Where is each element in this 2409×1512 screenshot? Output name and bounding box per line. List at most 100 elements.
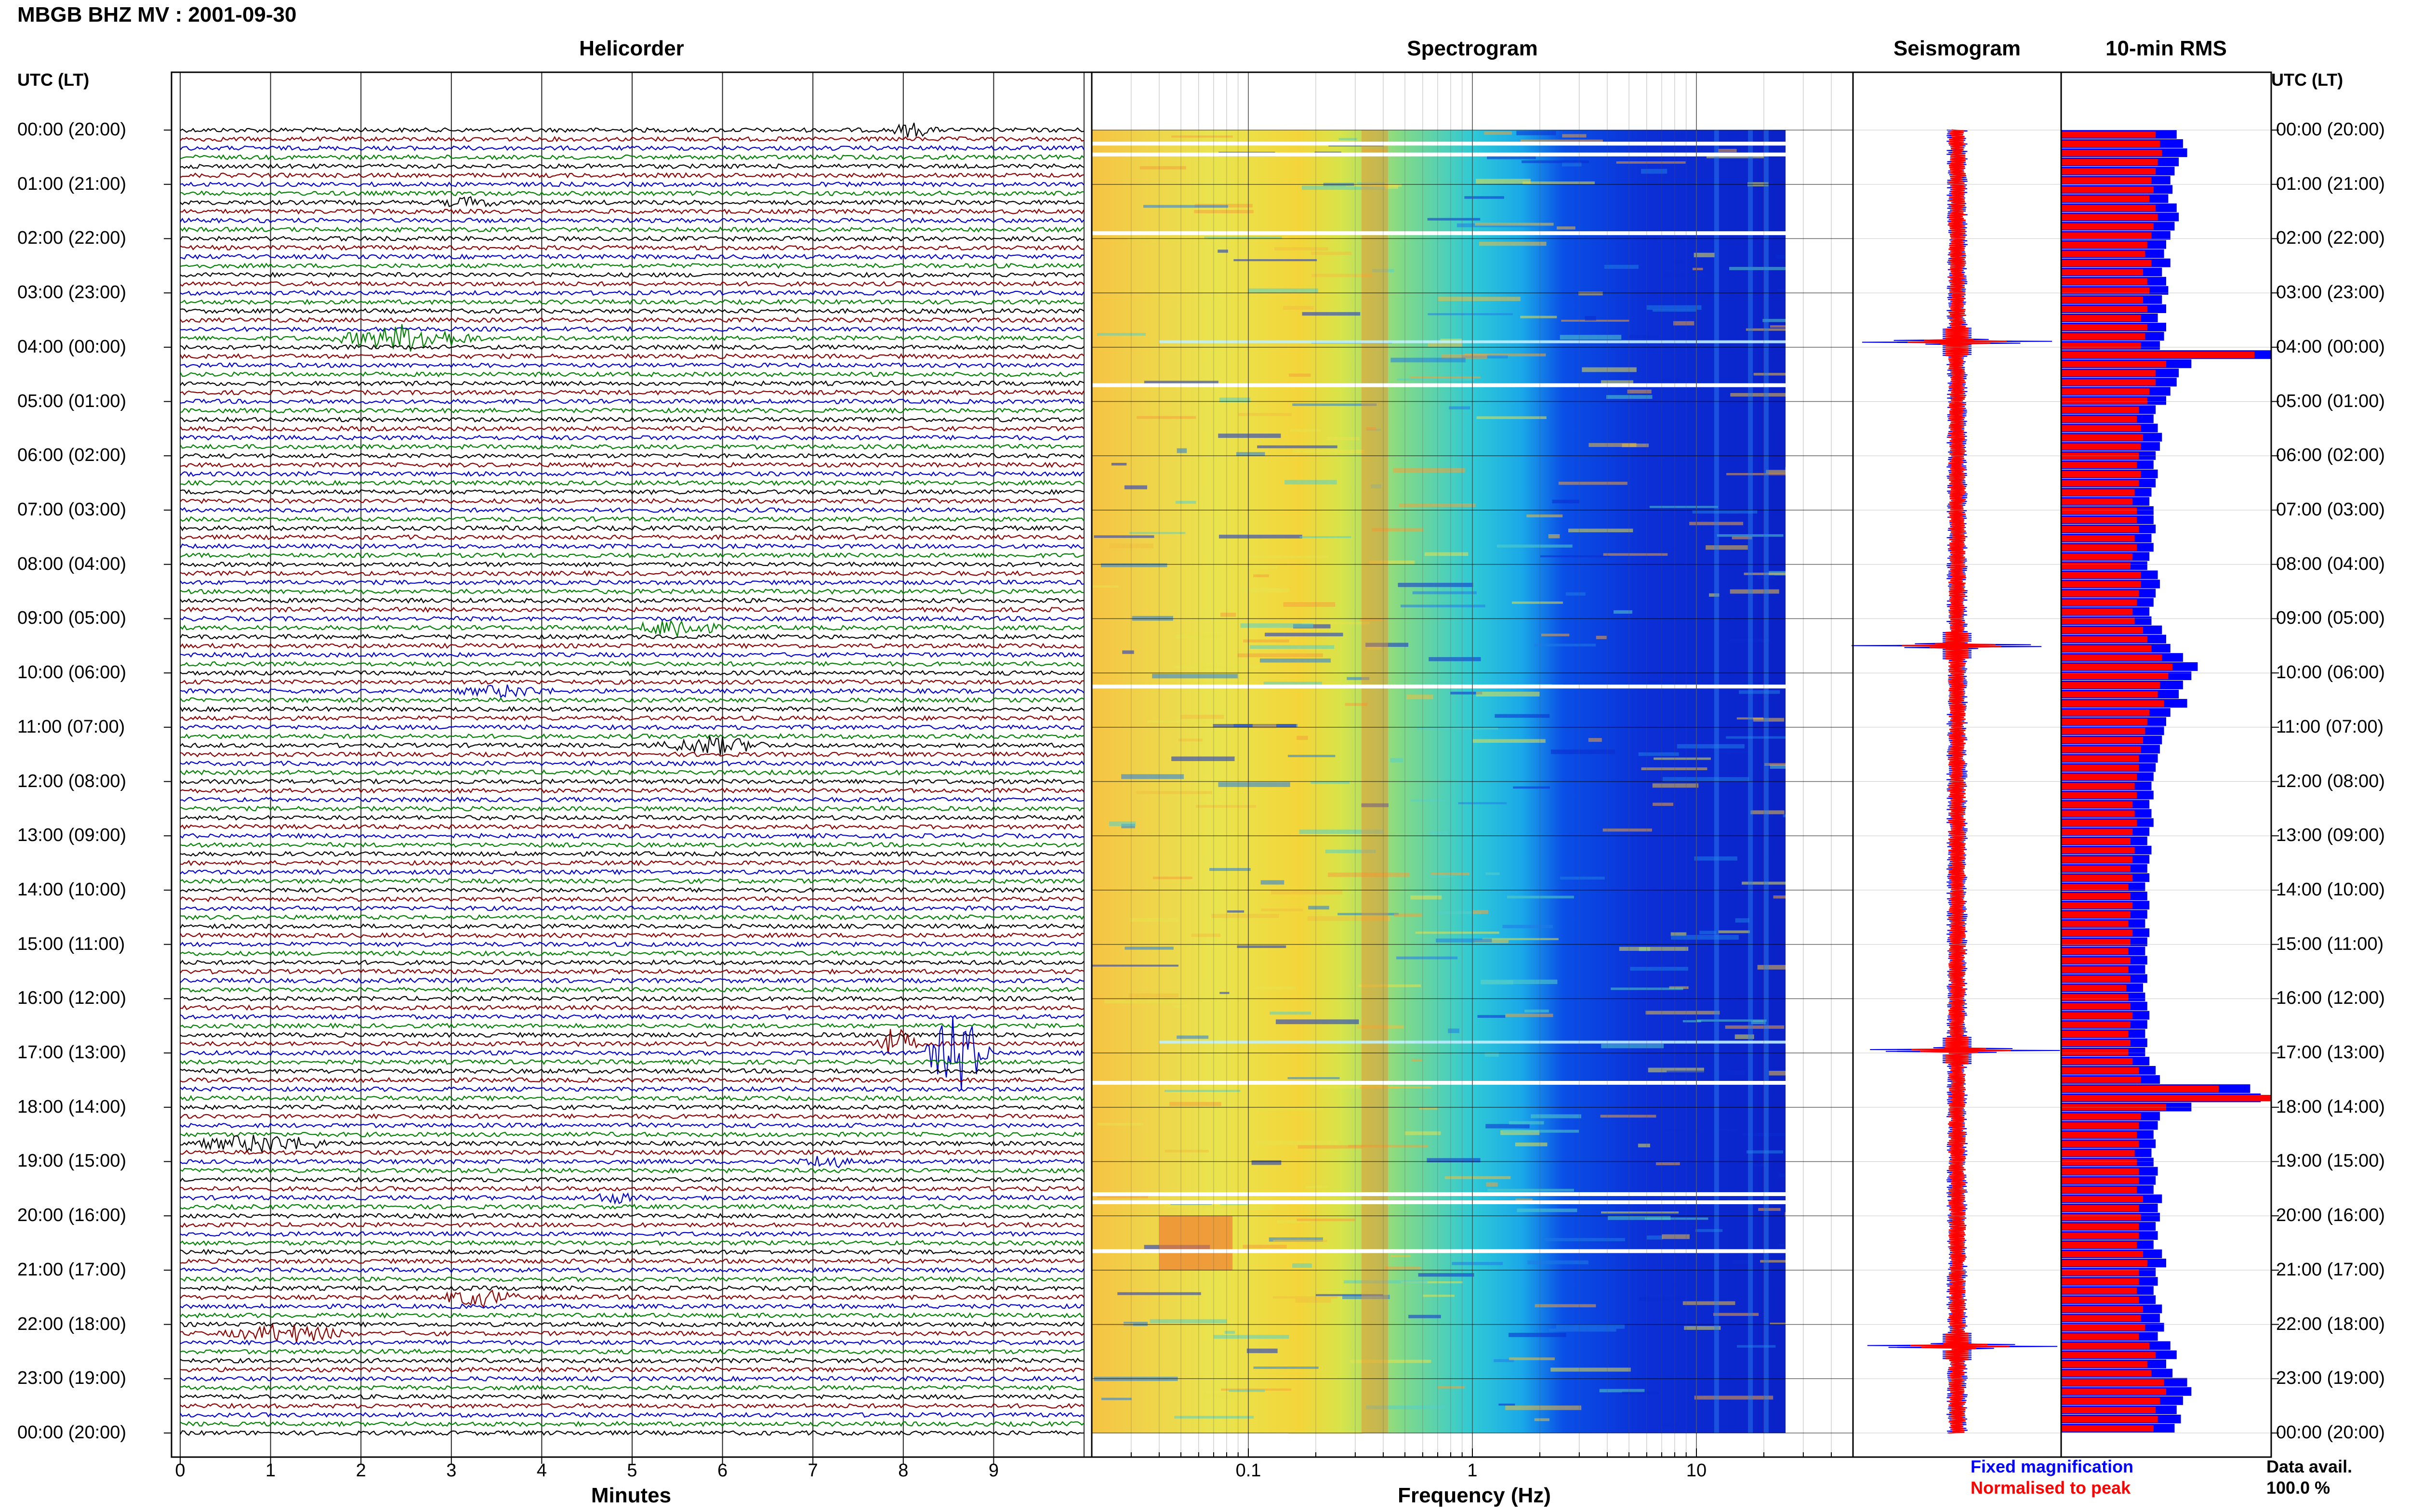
- rms-normalised-bar: [2061, 333, 2145, 340]
- spectrogram-streak: [1240, 588, 1290, 593]
- spectrogram-streak: [1565, 592, 1586, 596]
- spectrogram-streak: [1104, 999, 1183, 1004]
- spectrogram-streak: [1224, 1330, 1235, 1334]
- time-label-left: 09:00 (05:00): [17, 608, 127, 629]
- spectrogram-streak: [1653, 802, 1674, 806]
- rms-normalised-bar: [2061, 1370, 2152, 1377]
- rms-normalised-bar: [2061, 315, 2141, 322]
- spectrogram-streak: [1496, 544, 1573, 548]
- rms-normalised-bar: [2061, 1297, 2139, 1303]
- spectrogram-streak: [1735, 918, 1749, 923]
- spectrogram-streak: [1428, 343, 1463, 347]
- spectrogram-streak: [1297, 736, 1308, 740]
- rms-normalised-bar: [2061, 691, 2158, 698]
- rms-normalised-bar: [2061, 140, 2160, 147]
- spectrogram-streak: [1758, 1208, 1781, 1211]
- rms-normalised-bar: [2061, 957, 2131, 964]
- spectrogram-streak: [1275, 1019, 1359, 1025]
- rms-normalised-bar: [2061, 1012, 2133, 1019]
- rms-normalised-bar: [2061, 196, 2150, 202]
- spectrogram-streak: [1302, 622, 1370, 625]
- spectrogram-streak: [1401, 1281, 1463, 1284]
- rms-normalised-bar: [2061, 1232, 2139, 1239]
- spectrogram-streak: [1773, 895, 1786, 899]
- helicorder-trace: [180, 380, 1085, 387]
- helicorder-trace: [180, 516, 1085, 523]
- rms-normalised-bar: [2061, 516, 2137, 524]
- spectrogram-streak: [1648, 1067, 1704, 1073]
- helicorder-trace: [180, 389, 1085, 396]
- time-label-right: 20:00 (16:00): [2276, 1205, 2385, 1226]
- helicorder-trace: [180, 579, 1085, 586]
- spectrogram-streak: [1684, 1326, 1721, 1330]
- spectrogram-streak: [1311, 274, 1373, 277]
- helicorder-trace: [180, 1022, 1085, 1029]
- spectrogram-streak: [1662, 1423, 1678, 1427]
- spectrogram-streak: [1602, 828, 1652, 832]
- helicorder-trace: [180, 1430, 1085, 1436]
- spectrogram-streak: [1357, 1025, 1404, 1029]
- spectrogram-streak: [1273, 1239, 1327, 1242]
- spectrogram-streak: [1541, 633, 1570, 636]
- rms-normalised-bar: [2061, 1049, 2129, 1056]
- rms-normalised-bar: [2061, 939, 2131, 946]
- helicorder-tick-label: 9: [989, 1460, 999, 1481]
- spectrogram-streak: [1596, 635, 1607, 639]
- helicorder-trace: [180, 1059, 1085, 1065]
- time-label-left: 12:00 (08:00): [17, 771, 127, 791]
- spectrogram-streak: [1670, 932, 1687, 936]
- spectrogram-streak: [1696, 1197, 1767, 1202]
- rms-normalised-bar: [2061, 1269, 2139, 1276]
- spectrogram-streak: [1560, 335, 1622, 340]
- spectrogram-streak: [1552, 500, 1579, 503]
- helicorder-trace: [180, 815, 1085, 821]
- spectrogram-streak: [1137, 416, 1196, 419]
- spectrogram-streak: [1237, 945, 1286, 948]
- spectrogram-streak: [1699, 931, 1717, 934]
- panel-frame: [2060, 71, 2272, 1458]
- helicorder-trace: [180, 534, 1085, 540]
- rms-normalised-bar: [2061, 636, 2147, 643]
- spectrogram-streak: [1616, 161, 1686, 164]
- helicorder-trace: [180, 1167, 1085, 1174]
- time-label-right: 03:00 (23:00): [2276, 282, 2385, 303]
- rms-normalised-bar: [2061, 168, 2156, 175]
- spectrogram-streak: [1292, 449, 1364, 454]
- spectrogram-streak: [1337, 913, 1399, 916]
- rms-normalised-bar: [2061, 966, 2129, 973]
- rms-normalised-bar: [2061, 1095, 2271, 1102]
- helicorder-trace: [180, 280, 1085, 287]
- rms-title: 10-min RMS: [2105, 37, 2227, 60]
- spectrogram-streak: [1757, 575, 1774, 579]
- spectrogram-streak: [1578, 291, 1603, 296]
- helicorder-trace: [180, 941, 1085, 948]
- spectrogram-streak: [1218, 535, 1302, 539]
- spectrogram-streak: [1171, 135, 1233, 138]
- rms-normalised-bar: [2061, 709, 2150, 716]
- spectrogram-streak: [1400, 605, 1485, 607]
- helicorder-trace: [180, 1357, 1085, 1364]
- helicorder-trace: [180, 1113, 1085, 1120]
- spectrogram-streak: [1430, 831, 1448, 836]
- spectrogram-streak: [1522, 160, 1589, 163]
- rms-normalised-bar: [2061, 755, 2139, 762]
- rms-normalised-bar: [2061, 902, 2133, 909]
- spectrogram-streak: [1094, 535, 1154, 538]
- spectrogram-streak: [1423, 1294, 1455, 1297]
- spectrogram-streak: [1751, 1020, 1766, 1025]
- spectrogram-streak: [1396, 956, 1458, 960]
- helicorder-trace: [180, 977, 1085, 984]
- spectrogram-streak: [1109, 543, 1153, 549]
- helicorder-trace: [180, 950, 1085, 957]
- rms-normalised-bar: [2061, 1315, 2141, 1322]
- spectrogram-streak: [1760, 1260, 1786, 1263]
- helicorder-trace: [180, 851, 1085, 857]
- helicorder-trace: [180, 995, 1085, 1002]
- rms-normalised-bar: [2061, 608, 2133, 615]
- helicorder-trace: [180, 824, 1085, 830]
- rms-normalised-bar: [2061, 553, 2133, 560]
- time-label-left: 03:00 (23:00): [17, 282, 127, 303]
- spectrogram-streak: [1204, 236, 1282, 239]
- spectrogram-streak: [1410, 799, 1446, 802]
- helicorder-trace: [180, 1104, 1085, 1110]
